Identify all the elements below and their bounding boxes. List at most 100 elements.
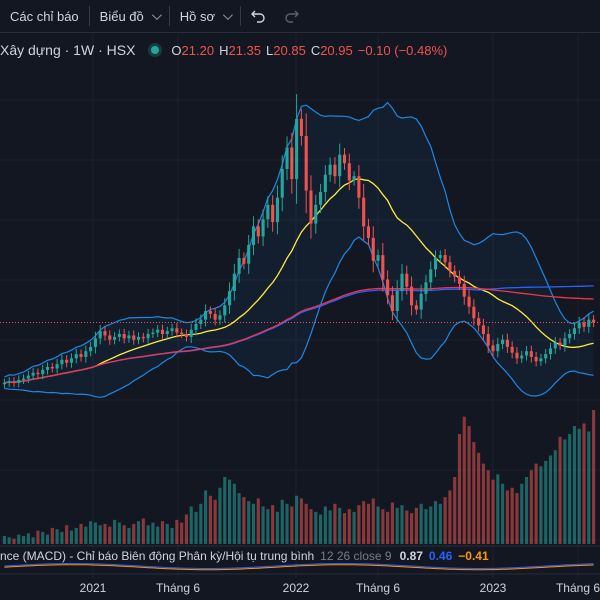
candle-body [582, 322, 586, 327]
chart-type-button[interactable]: Biểu đồ [90, 0, 169, 32]
volume-bar [12, 538, 16, 544]
volume-bar [496, 474, 500, 544]
volume-bar [180, 522, 184, 544]
profile-button[interactable]: Hồ sơ [170, 0, 240, 32]
volume-bar [592, 410, 596, 544]
macd-title[interactable]: nce (MACD) - Chỉ báo Biên động Phân kỳ/H… [0, 549, 315, 563]
candle-body [204, 311, 208, 320]
volume-bar [208, 495, 212, 544]
volume-bar [199, 503, 203, 544]
candle-body [247, 245, 251, 264]
candle-body [160, 329, 165, 334]
volume-bar [544, 460, 548, 544]
candle-body [352, 176, 356, 181]
volume-bar [453, 477, 457, 544]
volume-bar [395, 507, 399, 544]
volume-bar [223, 477, 227, 544]
candle-body [41, 369, 45, 375]
volume-bar [184, 514, 188, 544]
candle-body [165, 331, 169, 334]
candle-body [208, 311, 212, 314]
candle-body [60, 359, 64, 365]
candle-body [108, 335, 112, 340]
x-tick-label: 2023 [479, 581, 507, 595]
candle-body [146, 334, 150, 339]
candle-body [529, 351, 533, 357]
candle-body [7, 381, 11, 383]
volume-bar [170, 527, 174, 544]
volume-bar [232, 483, 236, 544]
candle-body [443, 255, 447, 263]
volume-bar [558, 436, 562, 544]
ohlc-low: L20.85 [266, 42, 306, 58]
volume-bar [280, 499, 284, 544]
chevron-down-icon [222, 9, 233, 20]
indicators-button[interactable]: Các chỉ báo [0, 0, 89, 32]
volume-bar [429, 506, 433, 544]
volume-bar [318, 514, 323, 544]
volume-bar [237, 493, 241, 544]
volume-bar [381, 509, 385, 544]
candle-body [2, 382, 6, 385]
moving-average-200-line [4, 286, 594, 384]
macd-lines [4, 563, 594, 571]
volume-bar [510, 487, 514, 544]
bollinger-band-fill [4, 102, 594, 398]
candle-body [333, 164, 337, 177]
candle-body [141, 336, 145, 339]
volume-bar [50, 527, 54, 544]
x-tick-label: Tháng 6 [155, 581, 201, 595]
volume-bar [151, 522, 155, 544]
candle-body [553, 342, 557, 349]
candle-body [390, 295, 394, 312]
redo-button[interactable] [275, 0, 309, 32]
volume-bar [563, 439, 567, 544]
candle-body [12, 381, 16, 383]
candle-body [242, 257, 246, 264]
candle-body [156, 329, 160, 333]
toolbar-separator [240, 6, 242, 26]
candle-body [65, 359, 69, 363]
candle-body [347, 163, 351, 181]
candle-body [314, 204, 318, 224]
symbol-title[interactable]: Xây dựng · 1W · HSX [0, 42, 136, 58]
undo-button[interactable] [241, 0, 275, 32]
x-tick-label: 2021 [79, 581, 107, 595]
volume-bar [553, 450, 557, 544]
candle-body [290, 147, 294, 180]
candle-body [180, 332, 184, 334]
volume-bar [323, 506, 327, 544]
volume-bar [285, 503, 289, 544]
symbol-legend: Xây dựng · 1W · HSX O21.20 H21.35 L20.85… [0, 40, 452, 60]
volume-bar [386, 511, 390, 544]
candle-body [515, 352, 519, 359]
candle-body [89, 346, 93, 352]
volume-bar [290, 506, 294, 544]
volume-bar [568, 434, 572, 544]
candle-body [481, 325, 485, 334]
candle-body [524, 351, 529, 356]
candle-body [505, 339, 509, 347]
candle-body [410, 286, 414, 306]
candle-body [256, 226, 260, 237]
candle-body [194, 323, 198, 330]
volume-bar [84, 526, 88, 544]
candle-body [501, 339, 505, 345]
chart-type-label: Biểu đồ [99, 8, 144, 24]
candle-body [510, 346, 514, 353]
volume-bar [108, 526, 112, 544]
volume-bar [505, 490, 509, 544]
volume-bar [520, 483, 524, 544]
candle-body [544, 354, 548, 359]
candle-body [448, 262, 452, 271]
volume-bar [472, 442, 476, 544]
time-axis[interactable]: 2021 Tháng 6 2022 Tháng 6 2023 Tháng 6 [0, 578, 600, 600]
volume-bar [132, 523, 136, 544]
volume-bar [141, 518, 145, 544]
candle-body [45, 367, 50, 370]
candle-body [467, 296, 471, 307]
volume-bar [89, 521, 93, 544]
candle-body [285, 147, 289, 169]
x-tick-label: Tháng 6 [355, 581, 401, 595]
